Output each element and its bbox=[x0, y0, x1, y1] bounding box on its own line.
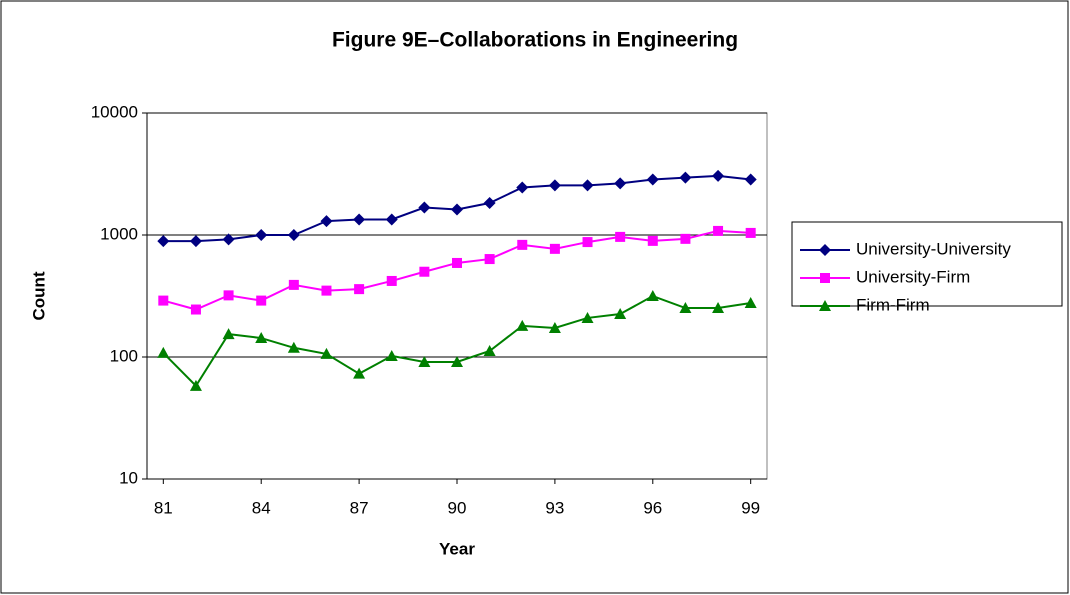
point bbox=[516, 181, 529, 194]
point bbox=[647, 235, 658, 246]
point bbox=[418, 201, 431, 214]
point bbox=[255, 229, 268, 241]
point bbox=[712, 169, 725, 182]
point bbox=[548, 179, 561, 192]
x-tick-label: 81 bbox=[154, 498, 173, 517]
point bbox=[320, 215, 333, 228]
legend-marker bbox=[819, 300, 831, 311]
point bbox=[582, 237, 593, 248]
point bbox=[451, 355, 463, 367]
point bbox=[255, 332, 268, 344]
point bbox=[223, 290, 234, 301]
point bbox=[320, 347, 333, 359]
plot-area bbox=[146, 112, 768, 480]
point bbox=[418, 355, 431, 367]
legend-label: University-Firm bbox=[856, 267, 970, 286]
point bbox=[516, 319, 529, 331]
point bbox=[680, 233, 691, 244]
y-tick-label: 100 bbox=[110, 346, 138, 365]
x-tick-label: 84 bbox=[252, 498, 271, 517]
point bbox=[419, 266, 430, 277]
point bbox=[386, 275, 397, 286]
point bbox=[353, 213, 366, 226]
point bbox=[483, 196, 496, 209]
y-tick-label: 1000 bbox=[100, 224, 138, 243]
legend-box bbox=[791, 221, 1063, 307]
x-tick-label: 96 bbox=[643, 498, 662, 517]
legend-label: University-University bbox=[856, 239, 1011, 258]
point bbox=[646, 290, 659, 302]
point bbox=[614, 308, 627, 320]
point bbox=[679, 171, 692, 184]
point bbox=[385, 349, 398, 361]
point bbox=[287, 229, 300, 241]
point bbox=[713, 225, 724, 236]
point bbox=[157, 235, 170, 248]
y-tick-label: 10 bbox=[119, 468, 138, 487]
point bbox=[483, 344, 496, 356]
point bbox=[744, 297, 757, 309]
point bbox=[451, 203, 463, 216]
legend-label: Firm-Firm bbox=[856, 295, 930, 314]
point bbox=[615, 231, 626, 242]
point bbox=[646, 173, 659, 186]
point bbox=[287, 341, 300, 353]
x-tick-label: 90 bbox=[448, 498, 467, 517]
point bbox=[157, 346, 170, 358]
point bbox=[385, 213, 398, 226]
point bbox=[581, 179, 594, 192]
point bbox=[484, 254, 495, 265]
chart-title: Figure 9E–Collaborations in Engineering bbox=[332, 29, 738, 52]
point bbox=[744, 173, 757, 186]
legend-marker bbox=[819, 244, 831, 256]
legend-marker bbox=[820, 273, 830, 283]
point bbox=[549, 243, 560, 254]
x-tick-label: 87 bbox=[350, 498, 369, 517]
y-tick-label: 10000 bbox=[91, 102, 138, 121]
x-tick-label: 99 bbox=[741, 498, 760, 517]
point bbox=[614, 177, 627, 190]
point bbox=[354, 284, 365, 295]
point bbox=[548, 321, 561, 333]
point bbox=[288, 279, 299, 290]
point bbox=[679, 302, 692, 314]
point bbox=[321, 285, 332, 296]
point bbox=[189, 235, 202, 248]
point bbox=[190, 304, 201, 315]
point bbox=[517, 239, 528, 250]
point bbox=[158, 295, 169, 306]
point bbox=[189, 379, 202, 391]
point bbox=[222, 233, 235, 246]
point bbox=[452, 257, 462, 268]
y-axis-title: Count bbox=[29, 271, 48, 320]
x-tick-label: 93 bbox=[545, 498, 564, 517]
point bbox=[353, 367, 366, 379]
point bbox=[745, 227, 756, 238]
x-axis-title: Year bbox=[439, 539, 475, 558]
point bbox=[581, 311, 594, 323]
point bbox=[256, 295, 267, 306]
point bbox=[712, 302, 725, 314]
point bbox=[222, 328, 235, 340]
